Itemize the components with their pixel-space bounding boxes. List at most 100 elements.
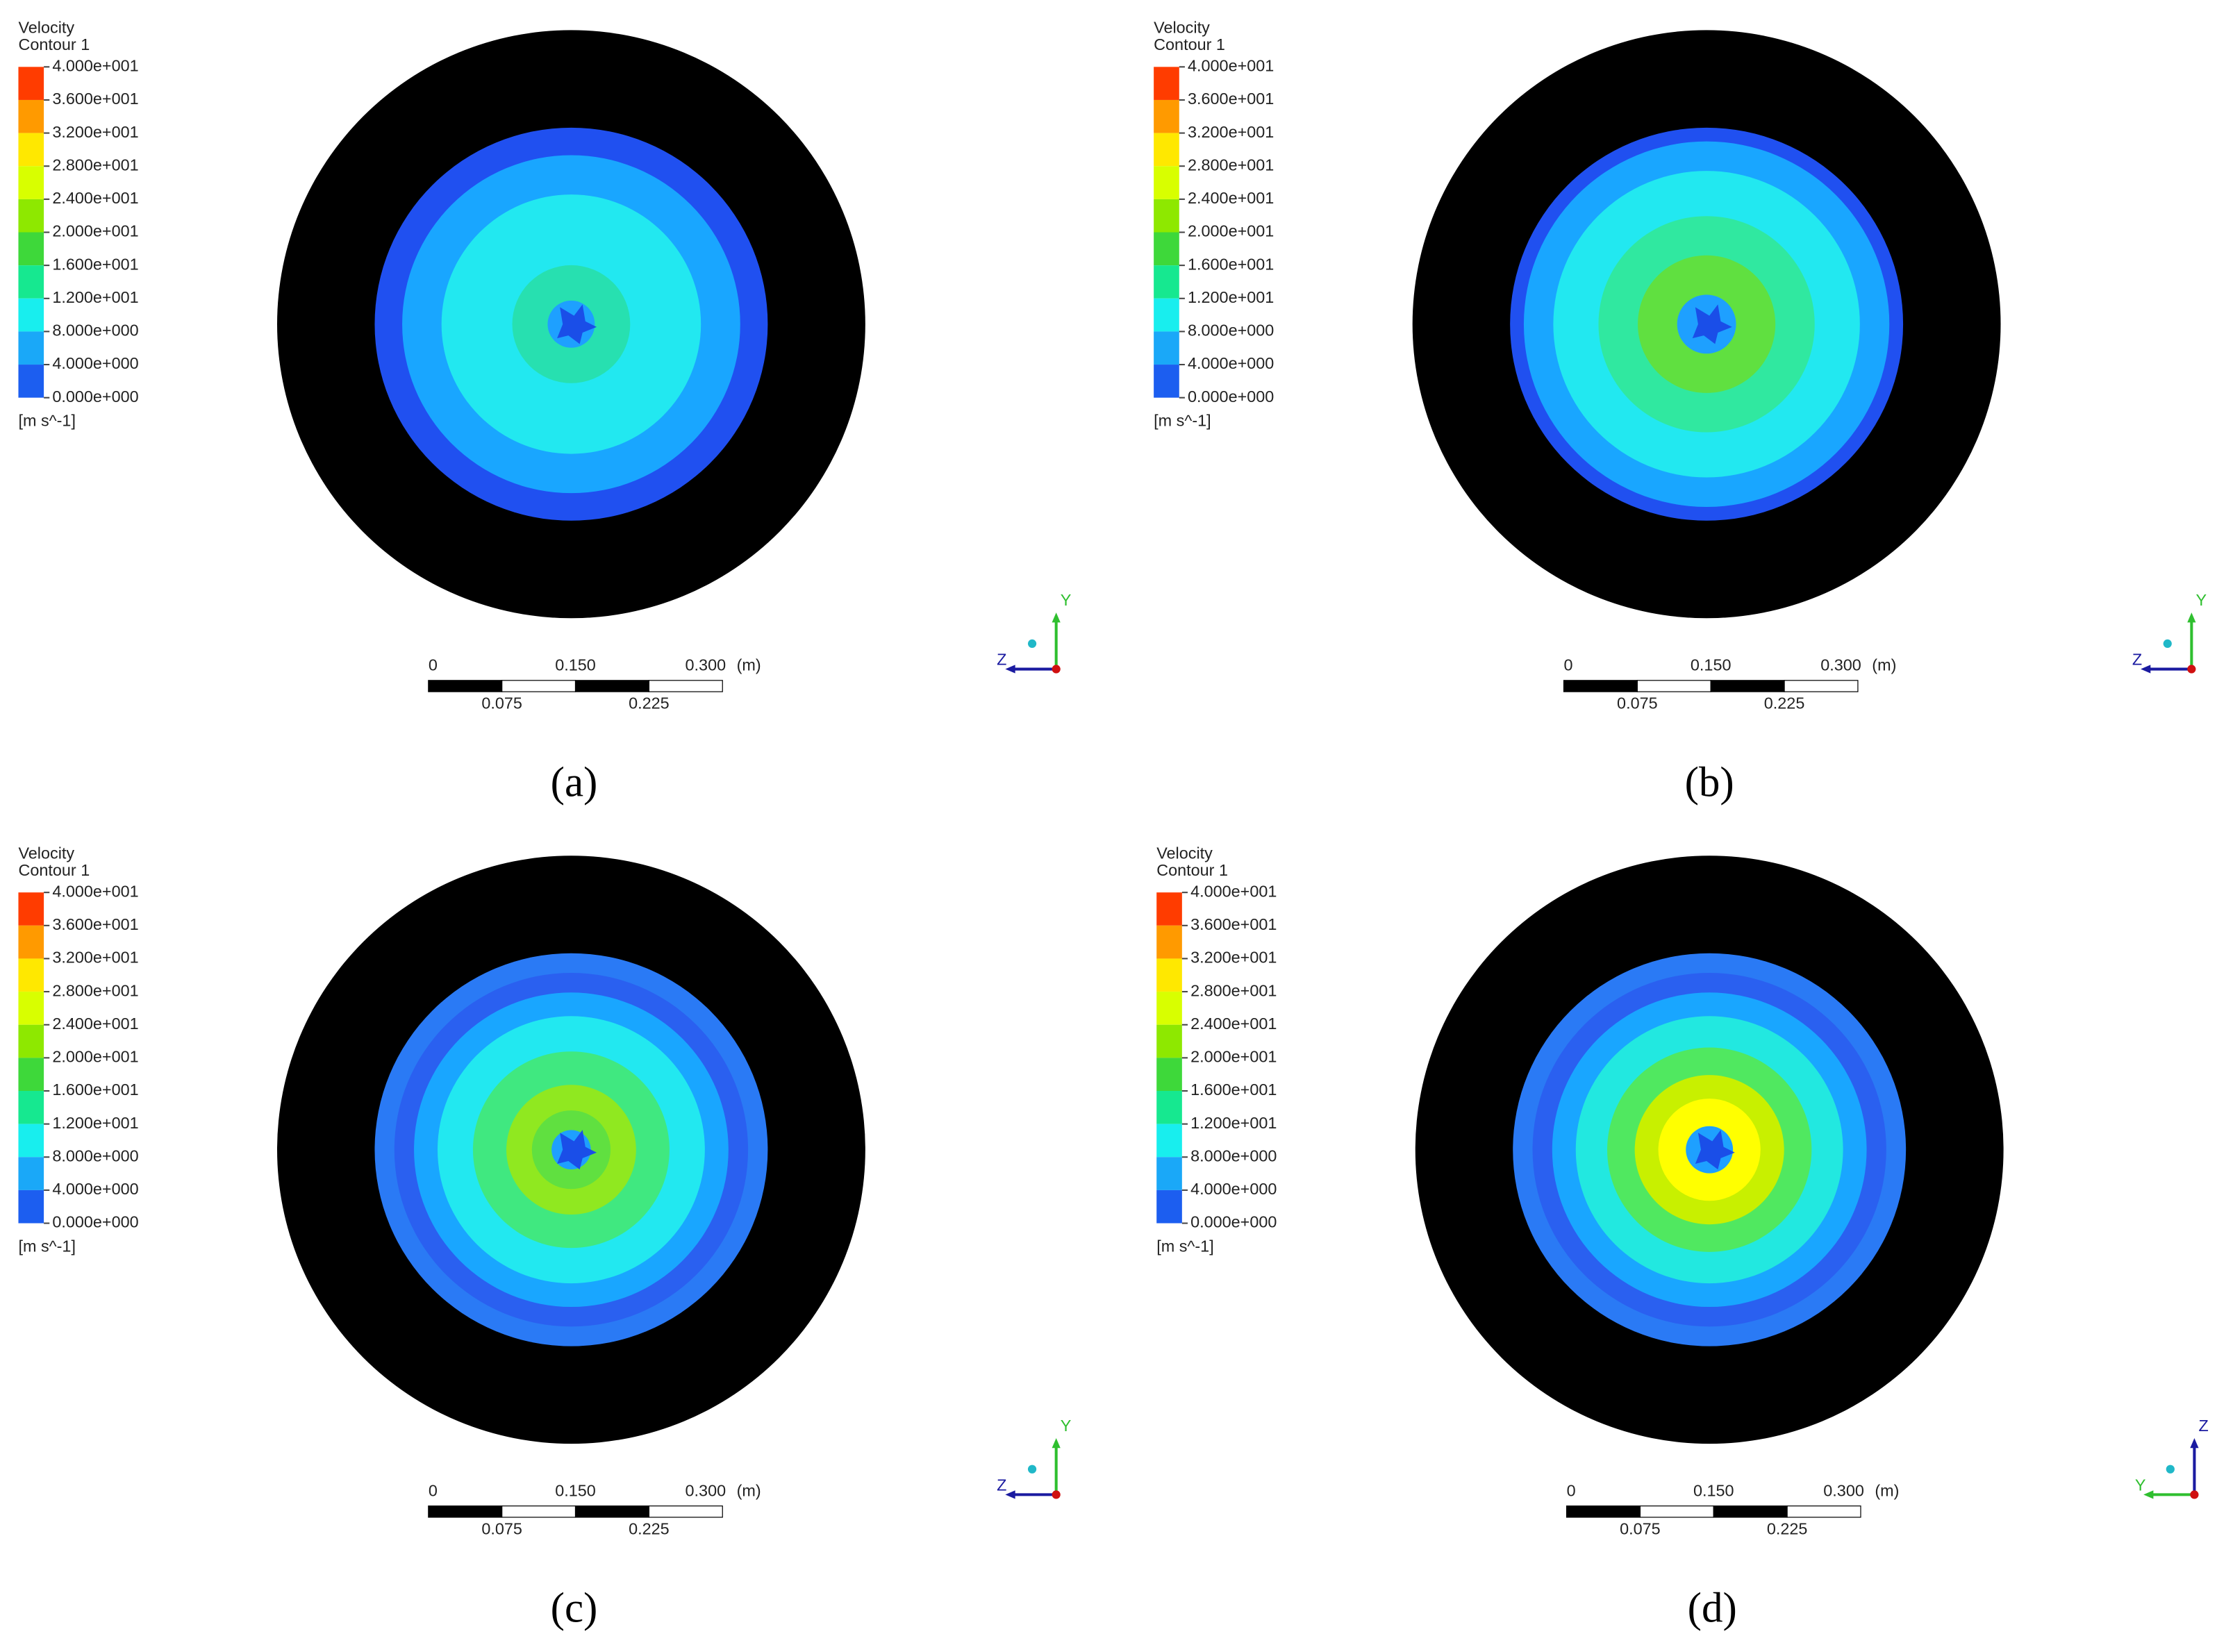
axis-head <box>1052 1437 1061 1449</box>
legend-level: 4.000e+000 <box>1188 354 1274 372</box>
hub <box>557 304 597 344</box>
colorbar-block <box>1154 265 1179 299</box>
legend-level: 1.600e+001 <box>52 255 138 273</box>
scale-label: 0.150 <box>1693 1482 1734 1500</box>
legend-level: 4.000e+001 <box>1190 882 1277 900</box>
scale-label: 0.225 <box>629 1519 670 1537</box>
scale-label: 0.225 <box>1767 1519 1808 1537</box>
legend-level: 1.600e+001 <box>52 1081 138 1099</box>
scale-label: 0.075 <box>481 694 522 712</box>
scale-label: 0.300 <box>686 656 726 674</box>
colorbar-block <box>18 133 44 167</box>
scale-segment <box>1710 680 1785 692</box>
legend-level: 1.200e+001 <box>52 288 138 306</box>
scale-unit: (m) <box>737 656 761 674</box>
legend-level: 2.800e+001 <box>52 156 138 174</box>
legend-unit: [m s^-1] <box>18 1237 76 1255</box>
legend-level: 8.000e+000 <box>1188 322 1274 340</box>
colorbar-block <box>1156 958 1182 992</box>
axis-letter: Y <box>1061 591 1072 609</box>
colorbar-block <box>18 298 44 332</box>
colorbar-block <box>18 1157 44 1190</box>
panel-label: (a) <box>551 760 598 806</box>
legend-level: 8.000e+000 <box>1190 1146 1277 1165</box>
colorbar-block <box>1156 1157 1182 1190</box>
hub <box>1692 304 1732 344</box>
legend-level: 2.800e+001 <box>52 981 138 999</box>
scale-segment <box>1713 1505 1788 1518</box>
legend-level: 0.000e+000 <box>1190 1213 1277 1231</box>
scale-segment <box>574 1505 650 1518</box>
legend-subtitle: Contour 1 <box>18 35 90 53</box>
legend-unit: [m s^-1] <box>1154 411 1211 429</box>
legend-title: Velocity <box>1156 844 1213 862</box>
legend-level: 0.000e+000 <box>1188 387 1274 406</box>
axis-head <box>2190 1437 2199 1449</box>
colorbar-block <box>1156 925 1182 959</box>
axis-letter: Y <box>2135 1476 2146 1494</box>
colorbar-block <box>18 958 44 992</box>
legend-level: 1.600e+001 <box>1190 1081 1277 1099</box>
legend-level: 3.600e+001 <box>52 915 138 933</box>
legend-level: 1.600e+001 <box>1188 255 1274 273</box>
colorbar-block <box>18 199 44 233</box>
legend-level: 3.200e+001 <box>1190 949 1277 967</box>
scale-segment <box>574 680 650 692</box>
legend-level: 2.000e+001 <box>1190 1048 1277 1066</box>
legend-level: 3.200e+001 <box>52 949 138 967</box>
scale-label: 0.150 <box>555 1482 596 1500</box>
legend-level: 0.000e+000 <box>52 1213 138 1231</box>
legend-level: 1.200e+001 <box>1190 1114 1277 1132</box>
scale-segment <box>428 1505 503 1518</box>
colorbar-block <box>1154 232 1179 266</box>
panel-label: (c) <box>551 1585 598 1631</box>
scale-segment <box>428 680 503 692</box>
colorbar-block <box>1156 1090 1182 1124</box>
scale-label: 0.225 <box>629 694 670 712</box>
legend-subtitle: Contour 1 <box>1154 35 1225 53</box>
legend-level: 4.000e+000 <box>1190 1180 1277 1198</box>
colorbar-block <box>18 232 44 266</box>
axis-letter: Z <box>2132 651 2142 669</box>
legend-level: 8.000e+000 <box>52 1146 138 1165</box>
colorbar-block <box>18 892 44 926</box>
scale-label: 0.150 <box>1691 656 1732 674</box>
legend-title: Velocity <box>18 19 74 37</box>
scale-segment <box>1786 1505 1861 1518</box>
legend-unit: [m s^-1] <box>1156 1237 1214 1255</box>
colorbar-block <box>18 1024 44 1058</box>
colorbar-block <box>18 365 44 398</box>
scale-segment <box>1639 1505 1714 1518</box>
colorbar-block <box>18 992 44 1025</box>
colorbar-block <box>1154 298 1179 332</box>
scale-segment <box>648 1505 723 1518</box>
scale-segment <box>1636 680 1711 692</box>
legend-level: 3.200e+001 <box>52 123 138 141</box>
colorbar-block <box>1156 1190 1182 1224</box>
legend-level: 0.000e+000 <box>52 387 138 406</box>
axis-head <box>1052 612 1061 623</box>
legend-level: 2.400e+001 <box>52 1015 138 1033</box>
scale-label: 0.075 <box>1617 694 1658 712</box>
legend-level: 4.000e+000 <box>52 1180 138 1198</box>
scale-label: 0.300 <box>1823 1482 1864 1500</box>
legend-subtitle: Contour 1 <box>18 861 90 879</box>
axis-letter: Y <box>1061 1417 1072 1435</box>
legend-level: 2.000e+001 <box>1188 222 1274 240</box>
colorbar-block <box>18 1090 44 1124</box>
colorbar-block <box>18 99 44 133</box>
legend-level: 3.600e+001 <box>1188 90 1274 108</box>
legend-level: 4.000e+000 <box>52 354 138 372</box>
scale-segment <box>1784 680 1859 692</box>
scale-label: 0 <box>429 1482 438 1500</box>
axis-origin <box>2190 1490 2199 1499</box>
legend-level: 3.200e+001 <box>1188 123 1274 141</box>
axis-marker <box>1027 639 1037 648</box>
axis-head <box>1005 665 1015 674</box>
axis-letter: Z <box>997 1476 1006 1494</box>
axis-letter: Z <box>2199 1417 2209 1435</box>
